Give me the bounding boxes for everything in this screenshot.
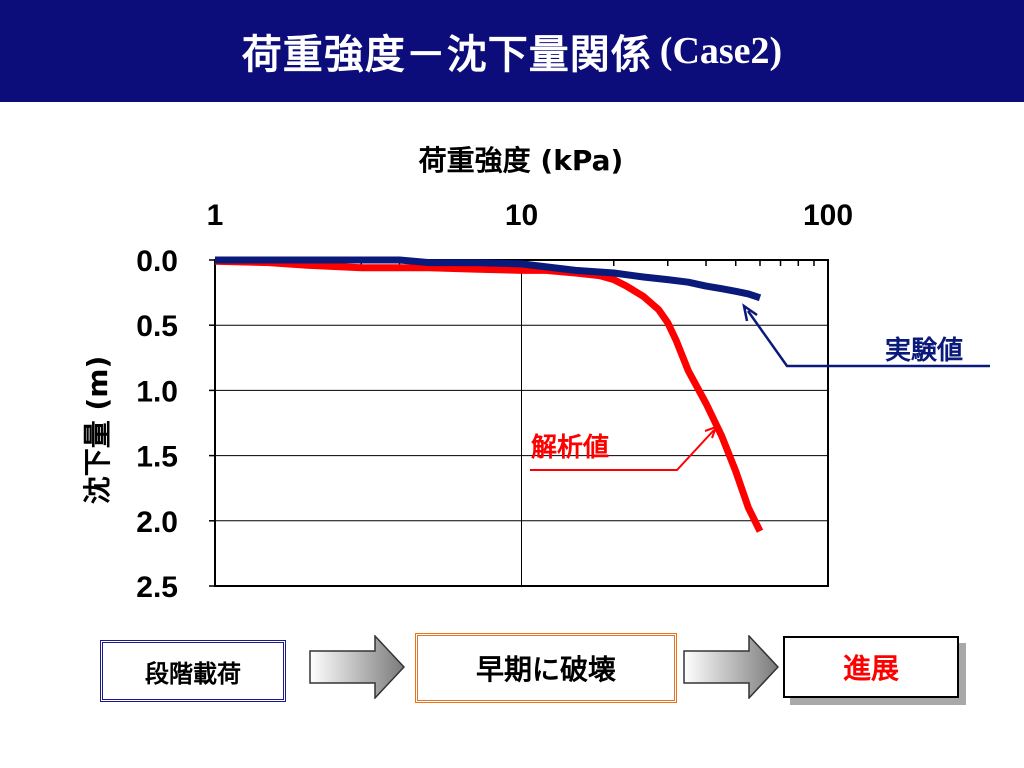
x-tick-label: 10 <box>505 199 538 232</box>
y-tick-label: 2.0 <box>136 506 178 539</box>
annotation-analysis-arrowhead <box>704 425 718 439</box>
flow-step-early-failure: 早期に破壊 <box>415 633 677 703</box>
flow-arrow-2 <box>683 635 779 699</box>
y-tick-label: 0.5 <box>136 310 178 343</box>
flow-step-progression: 進展 <box>783 636 959 698</box>
series-line-analysis <box>214 257 764 533</box>
x-tick-label: 100 <box>803 199 853 232</box>
title-bar: 荷重強度－沈下量関係 (Case2) <box>0 0 1024 102</box>
y-tick-label: 0.0 <box>136 245 178 278</box>
y-tick-label: 1.5 <box>136 441 178 474</box>
x-axis-label: 荷重強度 (kPa) <box>419 144 624 177</box>
annotation-experimental-arrowhead <box>742 303 758 322</box>
plot-frame <box>214 259 829 587</box>
annotation-analysis-label: 解析値 <box>531 433 609 463</box>
flow-arrow-1 <box>309 635 405 699</box>
series-line-experimental <box>215 256 762 302</box>
annotation-analysis-leader <box>530 429 715 471</box>
flow-step-loading: 段階載荷 <box>100 640 286 702</box>
annotation-experimental-label: 実験値 <box>885 335 963 366</box>
y-axis-label: 沈下量 (m) <box>81 356 114 505</box>
y-tick-label: 1.0 <box>136 375 178 408</box>
x-tick-labels: 1 10 100 <box>207 199 853 232</box>
annotation-experimental-leader <box>746 310 990 368</box>
y-tick-labels: 0.0 0.5 1.0 1.5 2.0 2.5 <box>136 245 178 604</box>
y-tick-label: 2.5 <box>136 571 178 604</box>
slide-title: 荷重強度－沈下量関係 <box>241 32 652 78</box>
series-layer <box>214 256 764 533</box>
x-tick-label: 1 <box>207 199 224 232</box>
slide-title-case: (Case2) <box>659 30 783 72</box>
annotation-experimental: 実験値 <box>742 303 990 368</box>
annotation-analysis: 解析値 <box>530 425 718 471</box>
